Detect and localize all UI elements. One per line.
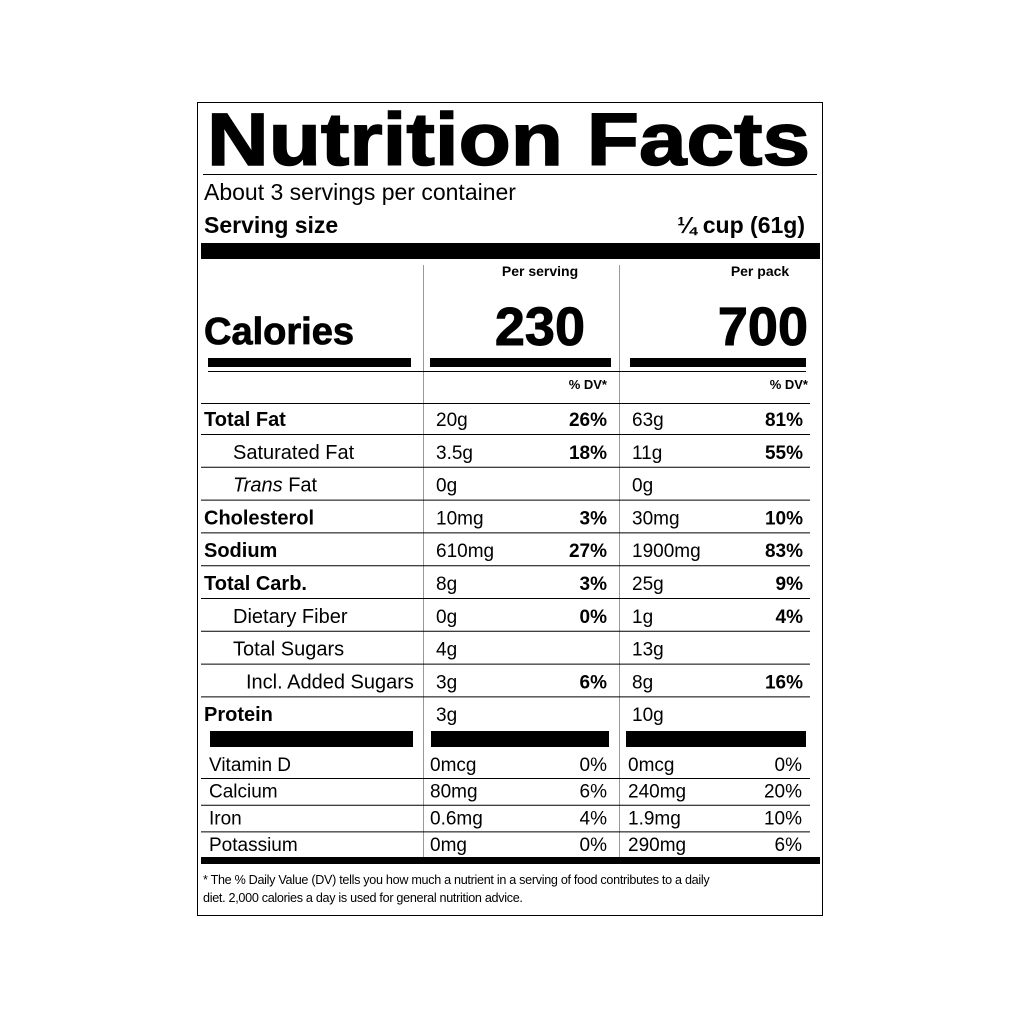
nutrient-name: Saturated Fat — [233, 442, 355, 464]
nutrient-name: Total Sugars — [233, 639, 344, 661]
nutrient-name: Cholesterol — [204, 507, 314, 529]
title: Nutrition Facts — [207, 98, 810, 181]
amount: 80mg — [430, 782, 478, 803]
amount: 1900mg — [632, 541, 701, 562]
daily-value: 6% — [775, 835, 803, 856]
daily-value: 6% — [580, 782, 608, 803]
amount: 0.6mg — [430, 808, 483, 829]
amount: 10g — [632, 705, 664, 726]
amount: 3.5g — [436, 443, 473, 464]
protein-bar — [431, 731, 609, 747]
calories-label: Calories — [204, 311, 354, 353]
nutrient-name-text: Total Sugars — [233, 639, 344, 661]
vitamin-name: Iron — [209, 808, 242, 829]
amount: 8g — [632, 672, 653, 693]
daily-value: 0% — [580, 607, 608, 628]
amount: 240mg — [628, 782, 686, 803]
amount: 0mg — [430, 835, 467, 856]
amount: 3g — [436, 705, 457, 726]
label-border — [197, 102, 823, 916]
footnote: * The % Daily Value (DV) tells you how m… — [203, 873, 710, 887]
daily-value: 10% — [764, 808, 802, 829]
nutrient-name-text: Saturated Fat — [233, 442, 355, 464]
nutrient-name: Protein — [204, 704, 273, 726]
daily-value: 3% — [580, 574, 608, 595]
calories-bar — [430, 358, 611, 367]
daily-value: 26% — [569, 410, 607, 431]
vitamin-name: Potassium — [209, 835, 298, 856]
nutrient-name-text: Total Carb. — [204, 573, 307, 595]
amount: 25g — [632, 574, 664, 595]
vitamin-name: Vitamin D — [209, 755, 291, 776]
thick-bar — [201, 243, 820, 259]
nutrient-name-text: Dietary Fiber — [233, 606, 348, 628]
amount: 0g — [436, 476, 457, 497]
daily-value: 3% — [580, 508, 608, 529]
vitamin-name: Calcium — [209, 782, 278, 803]
nutrient-name-italic: Trans — [233, 475, 283, 497]
dv-header: % DV* — [569, 377, 608, 392]
amount: 1.9mg — [628, 808, 681, 829]
daily-value: 6% — [580, 672, 608, 693]
calories-bar — [630, 358, 806, 367]
nutrient-name-text: Fat — [283, 475, 318, 497]
footnote: diet. 2,000 calories a day is used for g… — [203, 891, 523, 905]
daily-value: 16% — [765, 672, 803, 693]
amount: 63g — [632, 410, 664, 431]
amount: 30mg — [632, 508, 680, 529]
daily-value: 4% — [580, 808, 608, 829]
protein-bar — [210, 731, 413, 747]
nutrient-name: Trans Fat — [233, 475, 318, 497]
daily-value: 10% — [765, 508, 803, 529]
serving-size: ¼ cup (61g) — [677, 212, 805, 238]
daily-value: 0% — [580, 835, 608, 856]
serving-size-label: Serving size — [204, 212, 338, 238]
column-header: Per serving — [502, 263, 578, 279]
amount: 11g — [632, 443, 662, 464]
nutrient-name: Dietary Fiber — [233, 606, 348, 628]
amount: 0g — [436, 607, 457, 628]
amount: 0mcg — [628, 755, 674, 776]
calories-value: 230 — [495, 297, 585, 357]
nutrient-name-text: Cholesterol — [204, 507, 314, 529]
nutrient-name-text: Total Fat — [204, 409, 286, 431]
nutrient-name: Total Fat — [204, 409, 286, 431]
amount: 20g — [436, 410, 468, 431]
amount: 8g — [436, 574, 457, 595]
nutrient-name-text: Incl. Added Sugars — [246, 671, 414, 693]
column-header: Per pack — [731, 263, 790, 279]
dv-header: % DV* — [770, 377, 809, 392]
daily-value: 18% — [569, 443, 607, 464]
nutrient-name: Incl. Added Sugars — [246, 671, 414, 693]
amount: 290mg — [628, 835, 686, 856]
amount: 10mg — [436, 508, 484, 529]
daily-value: 20% — [764, 782, 802, 803]
amount: 4g — [436, 640, 457, 661]
calories-bar — [208, 358, 411, 367]
amount: 610mg — [436, 541, 494, 562]
amount: 3g — [436, 672, 457, 693]
nutrient-name: Total Carb. — [204, 573, 307, 595]
daily-value: 55% — [765, 443, 803, 464]
daily-value: 4% — [776, 607, 804, 628]
daily-value: 27% — [569, 541, 607, 562]
calories-value: 700 — [718, 297, 808, 357]
daily-value: 0% — [580, 755, 608, 776]
amount: 0mcg — [430, 755, 476, 776]
servings: About 3 servings per container — [204, 179, 516, 205]
daily-value: 83% — [765, 541, 803, 562]
daily-value: 0% — [775, 755, 803, 776]
protein-bar — [626, 731, 806, 747]
daily-value: 81% — [765, 410, 803, 431]
nutrient-name-text: Protein — [204, 704, 273, 726]
nutrient-name-text: Sodium — [204, 540, 277, 562]
amount: 1g — [632, 607, 653, 628]
amount: 13g — [632, 640, 664, 661]
thick-bar — [201, 857, 820, 864]
amount: 0g — [632, 476, 653, 497]
daily-value: 9% — [776, 574, 804, 595]
nutrient-name: Sodium — [204, 540, 277, 562]
